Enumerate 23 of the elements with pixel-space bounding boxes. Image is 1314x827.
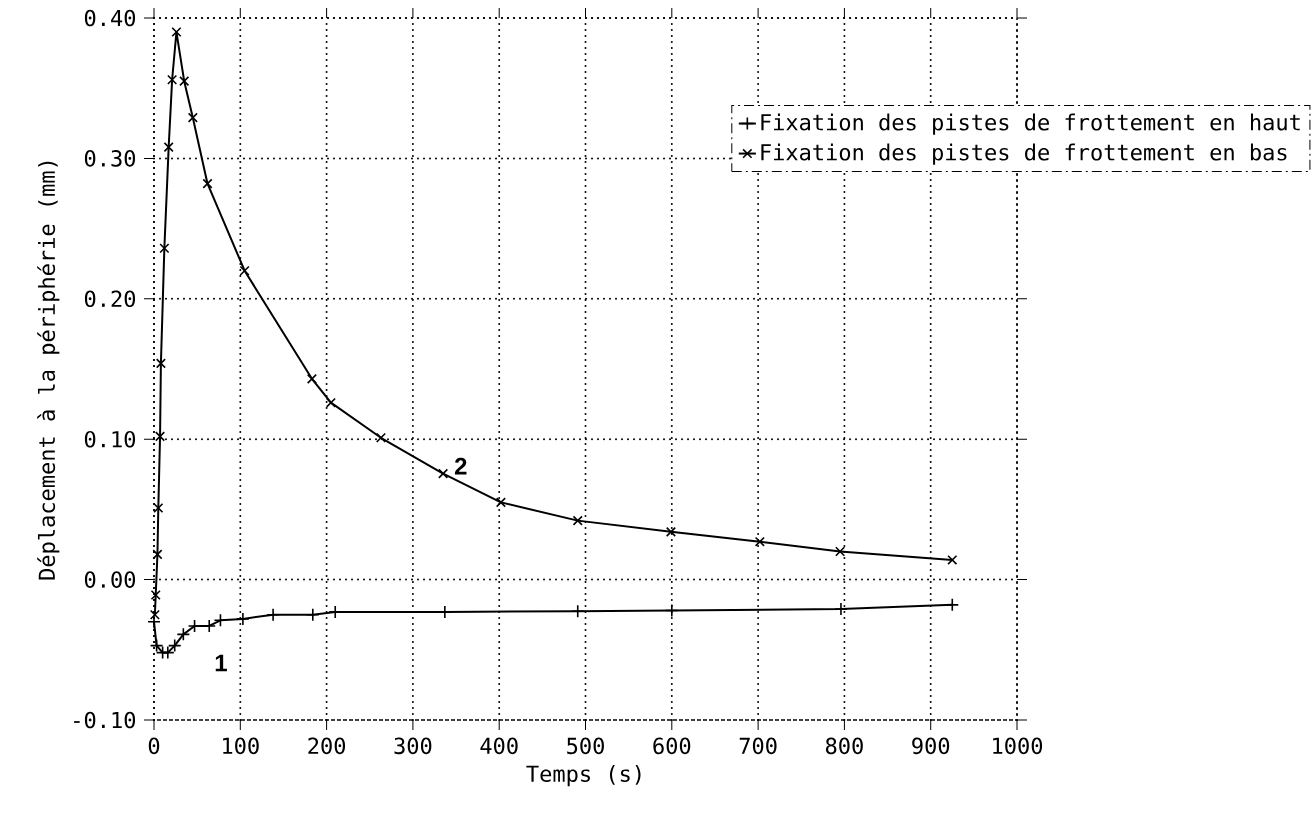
x-tick-label: 700 [739, 737, 777, 755]
x-axis-title: Temps (s) [526, 765, 641, 787]
x-tick-label: 100 [223, 737, 259, 755]
annotation: 2 [454, 457, 467, 475]
x-tick-label: 0 [148, 737, 160, 755]
y-tick-label: -0.10 [74, 711, 136, 729]
x-tick-label: 300 [394, 737, 432, 755]
x-tick-label: 900 [912, 737, 950, 755]
y-axis-title: Déplacement à la périphérie (mm) [37, 161, 60, 580]
x-tick-label: 400 [480, 737, 518, 755]
y-tick-label: 0.10 [84, 430, 136, 448]
legend-label: Fixation des pistes de frottement en haut [761, 113, 1300, 135]
x-tick-label: 500 [567, 737, 604, 755]
y-tick-label: 0.20 [84, 290, 136, 308]
annotation: 1 [215, 654, 227, 672]
x-tick-label: 600 [653, 737, 691, 755]
x-tick-label: 1000 [993, 737, 1043, 755]
x-tick-label: 200 [308, 737, 346, 755]
y-tick-label: 0.30 [84, 150, 136, 167]
y-tick-label: 0.00 [84, 571, 136, 588]
y-tick-label: 0.40 [84, 9, 136, 27]
legend-label: Fixation des pistes de frottement en bas [761, 143, 1287, 165]
x-tick-label: 800 [825, 737, 863, 755]
